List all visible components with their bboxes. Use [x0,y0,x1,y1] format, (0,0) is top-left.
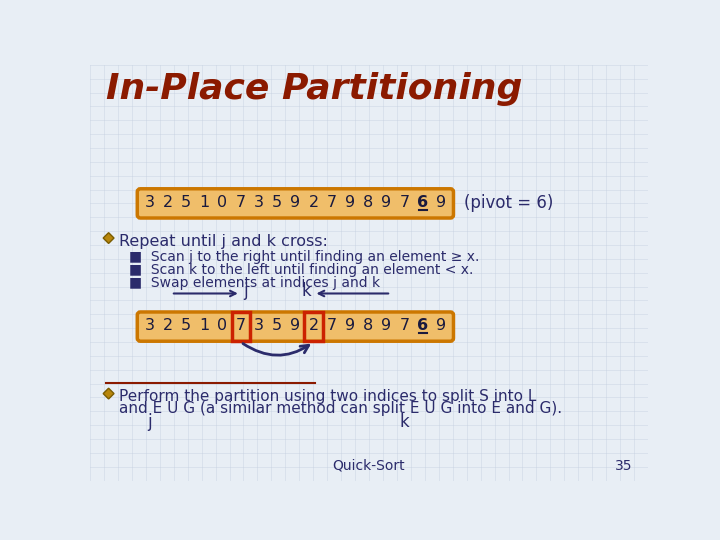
Text: j: j [243,282,248,300]
Text: 3: 3 [254,318,264,333]
Text: 9: 9 [345,195,355,210]
Text: In-Place Partitioning: In-Place Partitioning [106,72,522,106]
FancyBboxPatch shape [138,312,454,341]
Text: 7: 7 [400,195,410,210]
Text: 0: 0 [217,318,228,333]
Polygon shape [103,233,114,244]
Text: 3: 3 [145,318,155,333]
Text: 7: 7 [235,318,246,333]
Text: 6: 6 [418,195,428,210]
Text: 9: 9 [382,195,392,210]
Text: 6: 6 [418,318,428,333]
Text: 9: 9 [436,195,446,210]
Text: 0: 0 [217,195,228,210]
Text: 2: 2 [163,195,173,210]
FancyArrowPatch shape [243,343,309,355]
Text: 3: 3 [254,195,264,210]
Text: 5: 5 [272,318,282,333]
Polygon shape [103,388,114,399]
Text: j: j [147,413,152,431]
Text: ■  Swap elements at indices j and k: ■ Swap elements at indices j and k [129,276,380,290]
Text: 3: 3 [145,195,155,210]
Text: 7: 7 [327,195,337,210]
Text: 5: 5 [181,318,191,333]
Text: (pivot = 6): (pivot = 6) [464,194,554,212]
Text: Quick-Sort: Quick-Sort [333,459,405,473]
Text: 7: 7 [327,318,337,333]
Text: 9: 9 [290,195,300,210]
Text: k: k [400,413,410,431]
Text: Repeat until j and k cross:: Repeat until j and k cross: [119,234,328,249]
Text: 1: 1 [199,195,210,210]
Text: 9: 9 [436,318,446,333]
Text: 5: 5 [272,195,282,210]
Text: 5: 5 [181,195,191,210]
Text: ■  Scan j to the right until finding an element ≥ x.: ■ Scan j to the right until finding an e… [129,249,479,264]
FancyBboxPatch shape [138,189,454,218]
Text: 1: 1 [199,318,210,333]
Text: k: k [302,282,311,300]
Text: Perform the partition using two indices to split S into L: Perform the partition using two indices … [119,389,536,404]
Text: ■  Scan k to the left until finding an element < x.: ■ Scan k to the left until finding an el… [129,262,473,276]
Text: 9: 9 [382,318,392,333]
Text: 2: 2 [309,195,319,210]
Text: 7: 7 [400,318,410,333]
Text: 2: 2 [309,318,319,333]
Text: 8: 8 [363,318,374,333]
Text: and E U G (a similar method can split E U G into E and G).: and E U G (a similar method can split E … [119,401,562,415]
Text: 8: 8 [363,195,374,210]
Text: 2: 2 [163,318,173,333]
Text: 7: 7 [235,195,246,210]
Text: 9: 9 [345,318,355,333]
Text: 35: 35 [615,459,632,473]
Text: 9: 9 [290,318,300,333]
